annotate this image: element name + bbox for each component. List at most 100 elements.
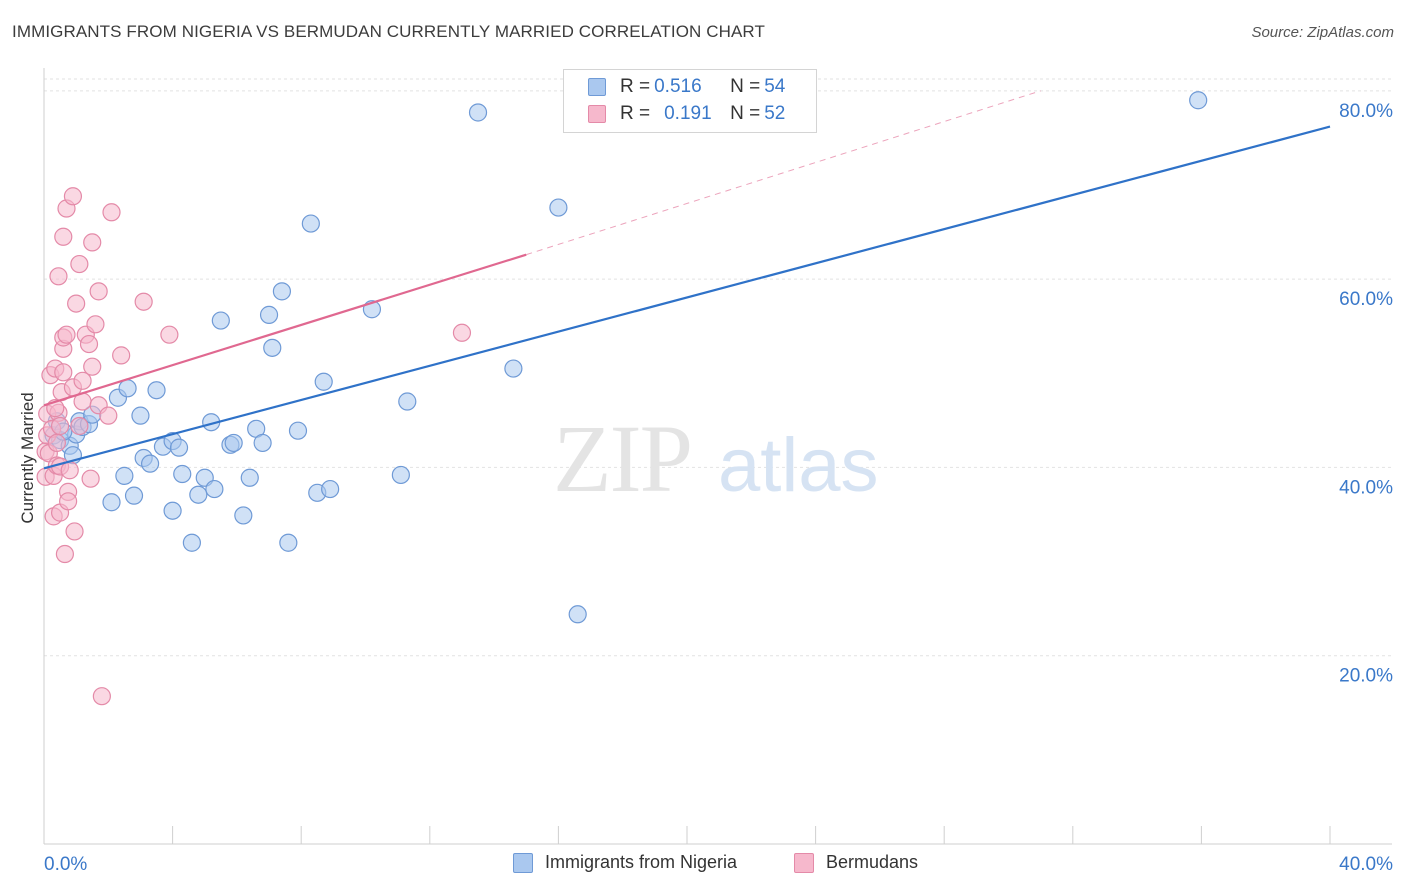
point-bermudans — [81, 469, 100, 488]
point-nigeria — [234, 506, 253, 525]
point-nigeria — [263, 338, 282, 357]
point-nigeria — [189, 485, 208, 504]
x-tick-label: 40.0% — [1339, 854, 1393, 875]
series-bermudans-points — [36, 187, 472, 706]
point-nigeria — [568, 605, 587, 624]
point-nigeria — [314, 372, 333, 391]
point-bermudans — [92, 687, 111, 706]
point-nigeria — [173, 464, 192, 484]
legend-swatch-blue — [588, 78, 606, 96]
point-nigeria — [288, 421, 308, 440]
point-nigeria — [118, 379, 137, 398]
point-bermudans — [83, 233, 102, 252]
point-nigeria — [102, 493, 121, 512]
legend-row-bermudans: R = 0.191 N = 52 — [588, 102, 785, 126]
point-bermudans — [54, 363, 73, 382]
chart-title: IMMIGRANTS FROM NIGERIA VS BERMUDAN CURR… — [12, 22, 765, 41]
point-bermudans — [60, 461, 79, 480]
legend-n-label: N = — [730, 103, 761, 124]
point-bermudans — [86, 315, 105, 334]
legend-n-label: N = — [730, 76, 761, 97]
point-bermudans — [70, 254, 89, 274]
y-tick-label: 40.0% — [1339, 477, 1393, 498]
point-nigeria — [147, 381, 166, 400]
bottom-legend-swatch-blue — [513, 852, 533, 873]
point-nigeria — [253, 433, 272, 453]
point-bermudans — [57, 325, 76, 344]
legend-n-value: 54 — [764, 76, 786, 97]
legend: R = 0.516 N = 54 R = 0.191 N = 52 — [563, 69, 817, 133]
y-tick-label: 60.0% — [1339, 289, 1393, 310]
watermark-zip: ZIP — [553, 405, 691, 512]
source-label: Source: ZipAtlas.com — [1251, 24, 1394, 41]
point-nigeria — [124, 486, 144, 505]
point-nigeria — [468, 103, 488, 122]
point-nigeria — [169, 438, 189, 457]
point-nigeria — [115, 466, 134, 485]
point-nigeria — [224, 433, 243, 453]
bottom-legend-label: Immigrants from Nigeria — [545, 852, 738, 872]
bottom-legend-swatch-pink — [794, 852, 814, 873]
point-bermudans — [50, 416, 70, 436]
watermark-atlas: atlas — [718, 423, 879, 508]
point-nigeria — [398, 392, 417, 411]
point-nigeria — [259, 305, 279, 324]
point-bermudans — [55, 544, 74, 564]
point-nigeria — [321, 479, 340, 499]
point-bermudans — [79, 334, 99, 354]
point-bermudans — [160, 325, 179, 344]
legend-r-label: R = — [620, 103, 651, 124]
y-tick-label: 20.0% — [1339, 666, 1393, 687]
legend-row-nigeria: R = 0.516 N = 54 — [588, 75, 785, 99]
point-bermudans — [102, 203, 121, 222]
point-nigeria — [504, 359, 523, 378]
point-nigeria — [240, 468, 259, 487]
trend-line-bermudans — [43, 253, 527, 407]
trend-line-nigeria — [43, 125, 1331, 470]
bottom-legend-nigeria: Immigrants from Nigeria — [513, 852, 737, 873]
point-bermudans — [54, 227, 73, 246]
point-nigeria — [205, 479, 224, 499]
trend-lines — [43, 90, 1331, 470]
point-bermudans — [70, 416, 89, 436]
point-nigeria — [1189, 91, 1208, 110]
bottom-legend-bermudans: Bermudans — [794, 852, 918, 873]
point-nigeria — [182, 533, 201, 552]
point-bermudans — [49, 267, 68, 286]
trend-line-bermudans-extension — [526, 90, 1041, 256]
point-bermudans — [65, 522, 84, 541]
point-bermudans — [47, 433, 66, 453]
legend-r-label: R = — [620, 76, 651, 97]
y-tick-label: 80.0% — [1339, 101, 1393, 122]
point-nigeria — [211, 311, 230, 330]
point-bermudans — [134, 292, 153, 311]
point-nigeria — [549, 198, 568, 217]
point-bermudans — [59, 492, 78, 511]
point-nigeria — [279, 533, 298, 552]
legend-swatch-pink — [588, 105, 606, 123]
point-bermudans — [452, 323, 472, 342]
point-bermudans — [67, 294, 86, 313]
point-bermudans — [63, 187, 83, 206]
watermark: ZIP atlas — [553, 405, 879, 512]
series-nigeria-points — [44, 91, 1208, 624]
point-nigeria — [301, 214, 320, 233]
point-bermudans — [112, 346, 131, 365]
point-bermudans — [73, 371, 92, 390]
gridlines — [44, 78, 1392, 657]
tick-labels: 20.0% 40.0% 60.0% 80.0% 0.0% 40.0% — [44, 101, 1393, 875]
point-nigeria — [140, 454, 160, 473]
legend-r-value: 0.516 — [654, 76, 702, 97]
point-nigeria — [131, 406, 150, 425]
legend-r-value: 0.191 — [664, 103, 712, 124]
legend-n-value: 52 — [764, 103, 786, 124]
point-nigeria — [391, 465, 410, 485]
point-nigeria — [272, 282, 292, 301]
point-bermudans — [89, 282, 108, 301]
point-nigeria — [163, 501, 182, 520]
point-bermudans — [99, 406, 118, 425]
y-axis-label: Currently Married — [18, 392, 37, 524]
bottom-legend-label: Bermudans — [826, 852, 919, 872]
point-bermudans — [83, 357, 102, 376]
